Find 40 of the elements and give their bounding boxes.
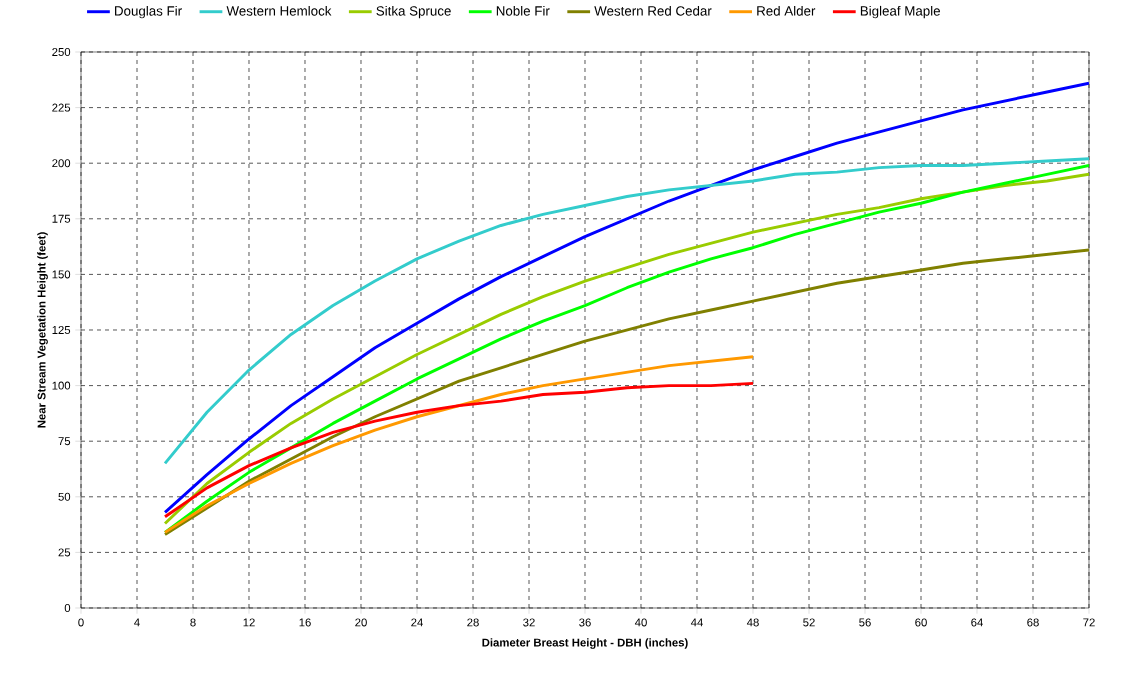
y-tick-label: 175 — [52, 214, 71, 223]
y-tick-label: 25 — [58, 548, 71, 557]
y-tick-label: 150 — [52, 270, 71, 279]
x-tick-label: 36 — [579, 618, 591, 627]
y-tick-label: 250 — [52, 47, 71, 56]
y-tick-label: 125 — [52, 326, 71, 334]
y-tick-label: 75 — [58, 437, 71, 446]
x-tick-label: 4 — [134, 618, 140, 627]
y-tick-label: 100 — [52, 381, 71, 390]
x-tick-label: 48 — [746, 618, 759, 627]
x-tick-label: 20 — [355, 618, 367, 627]
x-tick-label: 0 — [78, 618, 84, 627]
legend-label: Noble Fir — [496, 5, 550, 16]
x-tick-label: 8 — [190, 618, 196, 627]
x-tick-label: 32 — [523, 618, 535, 627]
x-tick-label: 40 — [634, 618, 647, 627]
legend-label: Western Hemlock — [226, 5, 332, 16]
legend-label: Western Red Cedar — [594, 5, 712, 16]
legend-label: Red Alder — [757, 5, 816, 16]
y-tick-label: 200 — [52, 159, 71, 168]
x-tick-label: 12 — [243, 618, 255, 627]
legend-label: Douglas Fir — [115, 5, 182, 19]
x-tick-label: 44 — [690, 618, 703, 627]
x-tick-label: 16 — [299, 618, 311, 627]
x-tick-label: 52 — [803, 618, 815, 627]
x-axis-title: Diameter Breast Height - DBH (inches) — [482, 638, 688, 649]
x-tick-label: 68 — [1027, 618, 1039, 627]
x-tick-label: 64 — [971, 618, 983, 627]
y-tick-label: 50 — [58, 492, 71, 501]
legend-label: Sitka Spruce — [376, 5, 451, 19]
x-tick-label: 56 — [859, 618, 871, 627]
y-tick-label: 225 — [52, 103, 71, 112]
x-tick-label: 72 — [1083, 618, 1095, 627]
line-series — [163, 381, 755, 519]
x-tick-label: 24 — [411, 618, 423, 627]
y-tick-label: 0 — [64, 604, 71, 613]
y-axis-title: Near Stream Vegetation Height (feet) — [37, 232, 48, 428]
x-tick-label: 28 — [467, 618, 479, 627]
legend-label: Bigleaf Maple — [860, 5, 940, 19]
x-tick-label: 60 — [915, 618, 927, 627]
